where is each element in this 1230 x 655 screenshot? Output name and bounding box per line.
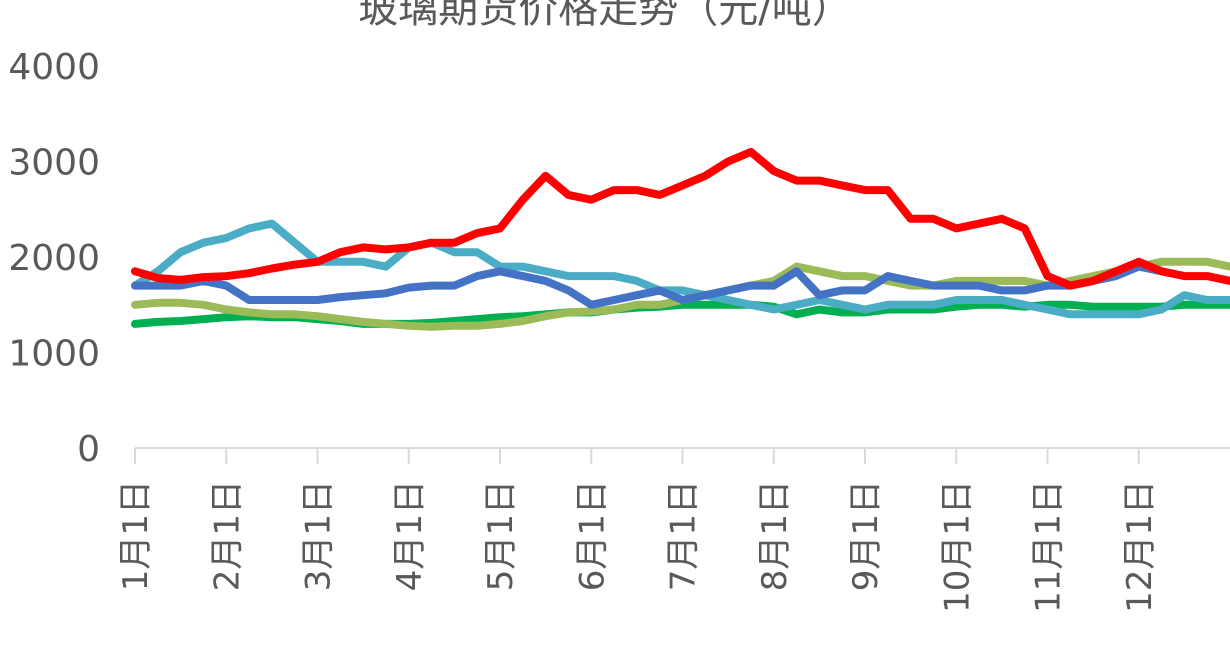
x-tick-label: 12月1日 — [1120, 480, 1160, 613]
y-tick-label: 4000 — [8, 47, 100, 88]
y-tick-label: 1000 — [8, 334, 100, 375]
chart-title: 玻璃期货价格走势（元/吨） — [358, 0, 851, 32]
y-tick-label: 2000 — [8, 238, 100, 279]
series-line — [131, 147, 1230, 290]
y-tick-label: 0 — [77, 429, 100, 470]
x-tick-label: 2月1日 — [207, 480, 247, 591]
x-tick-label: 6月1日 — [572, 480, 612, 591]
x-tick-label: 7月1日 — [664, 480, 704, 591]
x-tick-label: 10月1日 — [937, 480, 977, 613]
x-tick-label: 1月1日 — [116, 480, 156, 591]
y-tick-label: 3000 — [8, 143, 100, 184]
x-tick-label: 8月1日 — [755, 480, 795, 591]
series-line — [131, 262, 1166, 309]
x-tick-label: 3月1日 — [299, 480, 339, 591]
x-tick-label: 11月1日 — [1029, 480, 1069, 613]
x-tick-label: 5月1日 — [481, 480, 521, 591]
x-tick-label: 9月1日 — [846, 480, 886, 591]
x-tick-label: 4月1日 — [390, 480, 430, 591]
